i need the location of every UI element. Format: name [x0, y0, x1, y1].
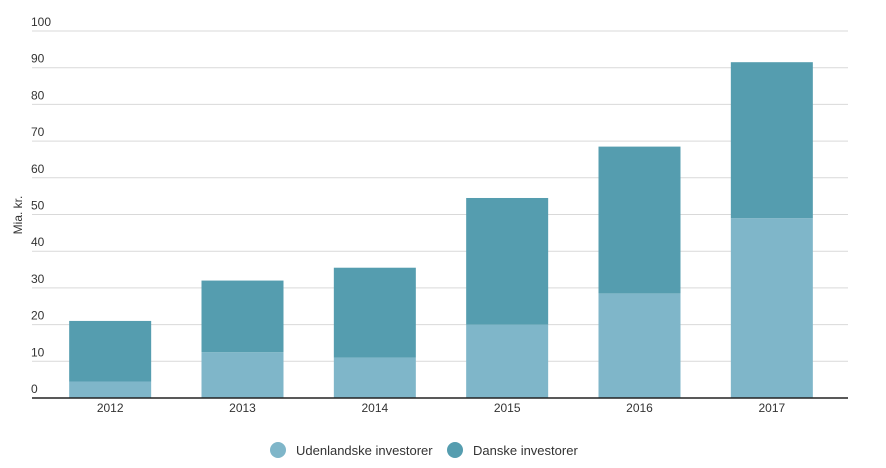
bar-segment-danske-2015	[466, 197, 549, 325]
y-tick-label: 40	[31, 235, 45, 249]
legend: Udenlandske investorer Danske investorer	[270, 442, 578, 458]
y-tick-label: 0	[31, 382, 38, 396]
x-axis-ticks: 2012 2013 2014 2015 2016 2017	[97, 401, 786, 415]
bar-segment-udenlandske-2016	[598, 293, 681, 398]
bar-segment-danske-2016	[598, 146, 681, 294]
y-tick-label: 60	[31, 162, 45, 176]
bar-segment-udenlandske-2015	[466, 324, 549, 398]
bar-segment-udenlandske-2017	[730, 218, 813, 398]
bar-segment-danske-2013	[201, 280, 284, 353]
bar-segment-danske-2012	[69, 320, 152, 382]
x-tick-label: 2016	[626, 401, 653, 415]
y-tick-label: 100	[31, 15, 51, 29]
x-tick-label: 2013	[229, 401, 256, 415]
y-axis-label: Mia. kr.	[11, 196, 25, 235]
x-tick-label: 2012	[97, 401, 124, 415]
bar-segment-danske-2014	[333, 267, 416, 358]
bar-segment-udenlandske-2014	[333, 357, 416, 398]
legend-swatch	[447, 442, 463, 458]
bar-segment-danske-2017	[730, 62, 813, 219]
y-tick-label: 90	[31, 52, 45, 66]
bar-segment-udenlandske-2013	[201, 352, 284, 398]
y-tick-label: 70	[31, 125, 45, 139]
y-tick-label: 20	[31, 309, 45, 323]
bars	[69, 62, 813, 398]
bar-segment-udenlandske-2012	[69, 381, 152, 398]
y-tick-label: 10	[31, 345, 45, 359]
y-axis-ticks: 0 10 20 30 40 50 60 70 80 90 100	[31, 15, 51, 396]
x-tick-label: 2017	[758, 401, 785, 415]
y-tick-label: 30	[31, 272, 45, 286]
legend-swatch	[270, 442, 286, 458]
legend-label: Danske investorer	[473, 443, 578, 458]
x-tick-label: 2014	[361, 401, 388, 415]
y-tick-label: 50	[31, 199, 45, 213]
gridlines	[32, 30, 848, 362]
x-tick-label: 2015	[494, 401, 521, 415]
y-tick-label: 80	[31, 88, 45, 102]
legend-label: Udenlandske investorer	[296, 443, 433, 458]
